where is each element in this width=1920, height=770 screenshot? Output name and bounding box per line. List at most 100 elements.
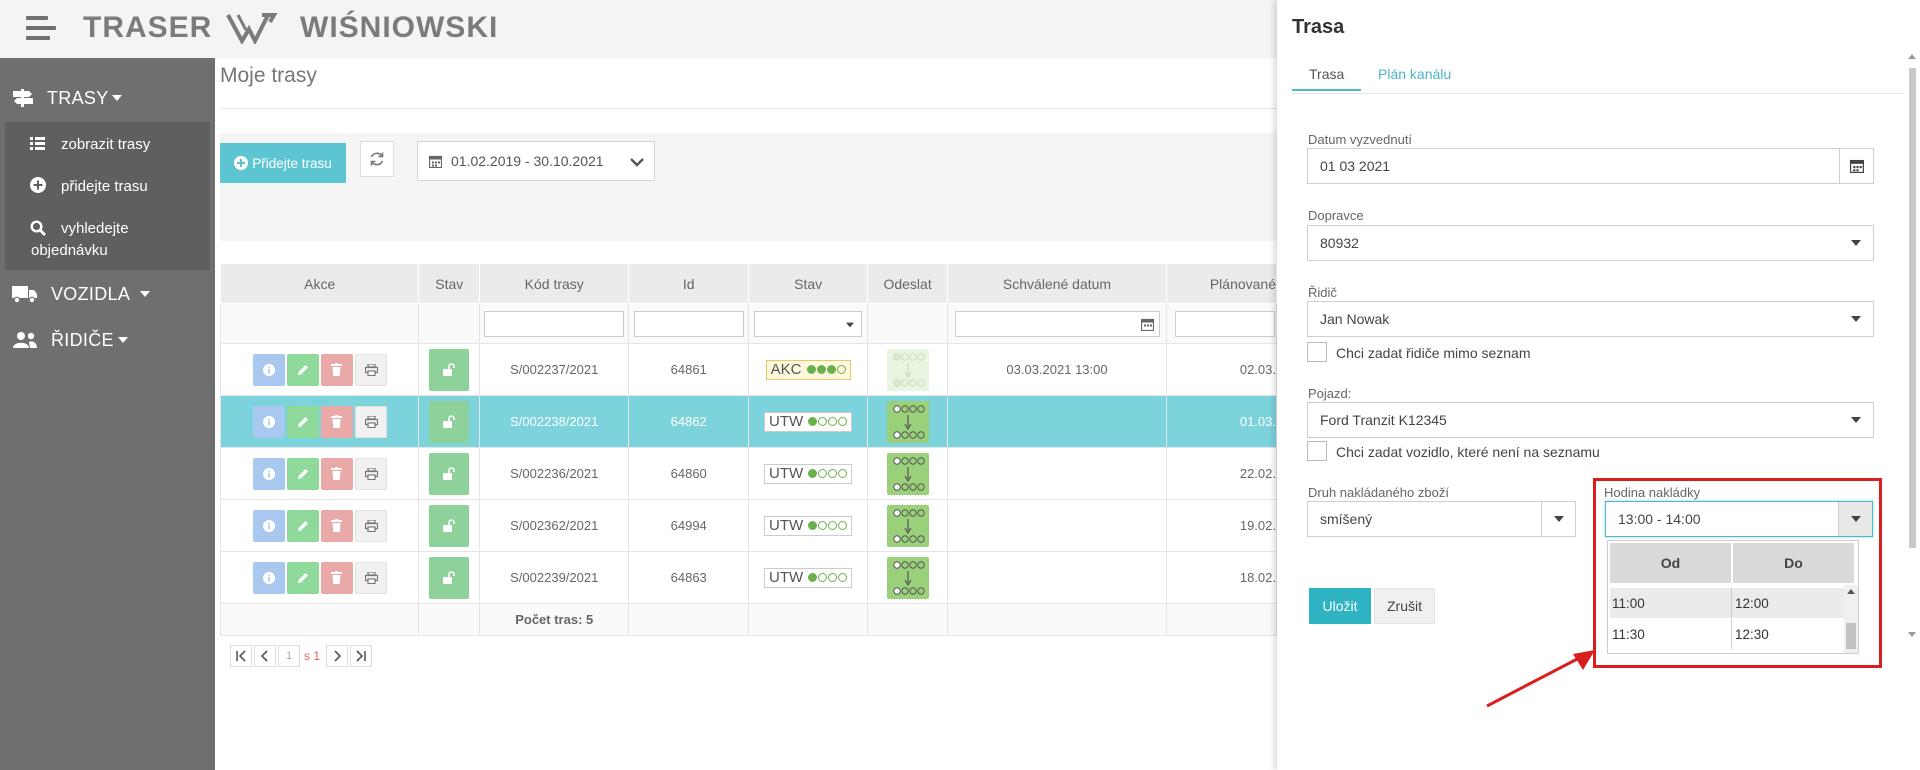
table-row[interactable]: S/002236/2021 64860 UTW 22.02. [219,447,1278,500]
status-text: UTW [769,412,804,430]
status-dot [838,573,848,583]
scroll-up-icon[interactable] [1908,54,1916,59]
sidebar-item-vyhledejte[interactable]: vyhledejte objednávku [5,218,210,266]
unlock-button[interactable] [429,556,470,599]
nav-vozidla[interactable]: VOZIDLA [0,274,215,314]
print-button[interactable] [354,457,387,490]
prev-page-button[interactable] [254,645,276,667]
page-number[interactable]: 1 [278,645,300,667]
panel-scrollbar[interactable] [1905,52,1920,642]
send-button[interactable] [886,348,929,391]
loading-hour-select[interactable]: 13:00 - 14:00 [1605,501,1873,537]
scroll-down-icon[interactable] [1908,632,1916,637]
table-row[interactable]: S/002238/2021 64862 UTW 01.03. [219,395,1278,448]
loading-hour-dropdown-button[interactable] [1838,502,1872,536]
delete-button[interactable] [320,405,353,438]
sidebar-item-pridejte-trasu[interactable]: přidejte trasu [5,176,210,202]
column-header[interactable]: Plánované [1165,263,1278,304]
info-button[interactable] [252,457,285,490]
planned-date: 02.03. [1165,343,1278,396]
goods-dropdown-button[interactable] [1541,502,1575,536]
vehicle-custom-checkbox[interactable] [1307,441,1327,461]
edit-button[interactable] [286,509,319,542]
vehicle-select[interactable]: Ford Tranzit K12345 [1307,402,1874,438]
refresh-button[interactable] [360,141,394,177]
send-button[interactable] [886,504,929,547]
approved-date [947,447,1167,500]
status-dot [828,469,838,479]
print-button[interactable] [354,561,387,594]
delete-button[interactable] [320,509,353,542]
delete-button[interactable] [320,353,353,386]
first-page-icon [236,650,246,662]
cancel-button[interactable]: Zrušit [1374,588,1435,624]
tab-plan-kanalu[interactable]: Plán kanálu [1378,66,1452,82]
status-dot [836,365,846,375]
menu-icon[interactable] [26,14,56,42]
column-header[interactable]: Stav [418,263,481,304]
info-button[interactable] [252,561,285,594]
highlight-box [1593,478,1882,668]
driver-dropdown-button[interactable] [1839,302,1873,336]
nav-ridice[interactable]: ŘIDIČE [0,320,215,360]
info-button[interactable] [252,509,285,542]
company-logo-icon [226,13,278,44]
table-row[interactable]: S/002362/2021 64994 UTW 19.02. [219,499,1278,552]
edit-button[interactable] [286,405,319,438]
unlock-button[interactable] [429,504,470,547]
dropdown-scrollbar[interactable] [1844,585,1858,653]
send-button[interactable] [886,556,929,599]
driver-select[interactable]: Jan Nowak [1307,301,1874,337]
id-filter-input[interactable] [633,310,744,337]
table-row[interactable]: S/002237/2021 64861 AKC 03.03.2021 13:00 02… [219,343,1278,396]
goods-select[interactable]: smíšený [1307,501,1576,537]
print-button[interactable] [354,509,387,542]
nav-trasy[interactable]: TRASY [0,78,215,118]
unlock-button[interactable] [429,400,470,443]
info-button[interactable] [252,353,285,386]
tab-trasa[interactable]: Trasa [1291,66,1362,91]
column-header[interactable]: Kód trasy [479,263,630,304]
column-header[interactable]: Stav [748,263,869,304]
scroll-up-icon[interactable] [1847,589,1855,594]
info-button[interactable] [252,405,285,438]
sidebar-item-zobrazit-trasy[interactable]: zobrazit trasy [5,134,210,160]
dropdown-option[interactable]: 11:00 12:00 [1610,588,1854,618]
code-filter-input[interactable] [484,310,625,337]
date-range-picker[interactable]: 01.02.2019 - 30.10.2021 [417,141,655,181]
unlock-button[interactable] [429,452,470,495]
column-header[interactable]: Id [628,263,750,304]
table-row[interactable]: S/002239/2021 64863 UTW 18.02. [219,551,1278,604]
carrier-select[interactable]: 80932 [1307,225,1874,261]
scroll-thumb[interactable] [1846,623,1856,649]
send-button[interactable] [886,400,929,443]
column-header[interactable]: Odeslat [867,263,949,304]
unlock-button[interactable] [429,348,470,391]
column-header[interactable]: Akce [219,263,420,304]
delete-button[interactable] [320,457,353,490]
column-header[interactable]: Schválené datum [947,263,1167,304]
vehicle-dropdown-button[interactable] [1839,403,1873,437]
planned-filter-input[interactable] [1175,310,1275,337]
carrier-dropdown-button[interactable] [1839,226,1873,260]
edit-button[interactable] [286,457,319,490]
print-button[interactable] [354,405,387,438]
send-button[interactable] [886,452,929,495]
print-button[interactable] [354,353,387,386]
scroll-thumb[interactable] [1909,68,1916,548]
next-page-button[interactable] [326,645,349,667]
date-picker-button[interactable] [1839,149,1873,183]
dropdown-option[interactable]: 11:30 12:30 [1610,619,1854,649]
driver-custom-checkbox[interactable] [1307,342,1327,362]
first-page-button[interactable] [230,645,252,667]
delete-button[interactable] [320,561,353,594]
send-flow-icon [892,560,925,595]
save-button[interactable]: Uložit [1309,588,1371,624]
last-page-button[interactable] [350,645,373,667]
edit-button[interactable] [286,561,319,594]
pickup-date-field[interactable]: 01 03 2021 [1307,148,1874,184]
approved-date-filter[interactable] [954,310,1160,337]
add-route-button[interactable]: Přidejte trasu [220,143,346,183]
status-filter-select[interactable] [754,310,863,337]
edit-button[interactable] [286,353,319,386]
